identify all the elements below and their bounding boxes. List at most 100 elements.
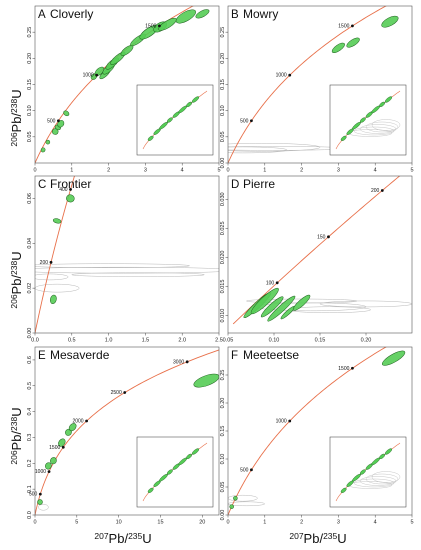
x-tick-label: 1.5 — [142, 338, 150, 344]
inset-grey-ellipse — [371, 119, 401, 131]
concordia-age-label: 150 — [317, 234, 326, 240]
x-tick-label: 0.5 — [68, 338, 76, 344]
y-axis-label-middle: 206Pb/238U — [9, 251, 24, 308]
y-tick-label: 0.020 — [220, 251, 226, 265]
analysis-ellipse — [381, 350, 406, 366]
concordia-age-label: 500 — [29, 492, 38, 498]
grey-ellipse — [35, 266, 219, 274]
concordia-age-point — [351, 24, 354, 28]
y-axis-label-top: 206Pb/238U — [9, 89, 24, 146]
x-tick-label: 0.10 — [269, 338, 280, 344]
analysis-ellipse — [158, 17, 177, 31]
grey-ellipse — [228, 146, 346, 151]
x-tick-label: 15 — [157, 520, 163, 526]
inset-ellipse — [360, 469, 366, 475]
inset-frame — [136, 436, 214, 508]
x-tick-label: 4 — [181, 168, 184, 174]
grey-ellipse — [71, 272, 205, 277]
y-tick-label: 0.030 — [220, 192, 226, 206]
concordia-age-label: 500 — [47, 118, 56, 124]
inset-ellipse — [191, 96, 200, 103]
panel-title: Meeteetse — [243, 348, 299, 362]
panel-frame — [34, 346, 220, 516]
concordia-age-point — [57, 119, 60, 123]
inset-ellipse — [384, 96, 393, 103]
x-axis-label-left: 207Pb/235U — [94, 531, 151, 546]
concordia-age-label: 3000 — [173, 359, 184, 365]
analysis-ellipse — [52, 218, 62, 224]
concordia-age-label: 500 — [240, 467, 249, 473]
inset-ellipse — [186, 453, 192, 459]
analysis-ellipse — [229, 504, 234, 509]
inset-ellipse — [167, 469, 173, 475]
inset-ellipse — [147, 487, 154, 493]
panel-letter: B — [231, 9, 239, 21]
concordia-age-point — [47, 470, 51, 474]
y-tick-label: 0.02 — [27, 283, 33, 294]
x-tick-label: 2.0 — [178, 338, 186, 344]
panel-title: Mowry — [243, 7, 278, 21]
concordia-age-point — [69, 188, 72, 191]
x-tick-label: 0 — [226, 520, 229, 526]
y-axis-label-bottom: 206Pb/238U — [9, 407, 24, 464]
y-tick-label: 0.10 — [220, 454, 226, 465]
concordia-age-label: 2000 — [72, 418, 83, 424]
concordia-age-point — [288, 73, 292, 77]
panel-letter: E — [38, 350, 46, 362]
concordia-age-point — [185, 360, 189, 364]
analysis-ellipse — [175, 9, 196, 24]
concordia-age-point — [380, 189, 384, 192]
y-tick-label: 0.6 — [27, 356, 33, 364]
analysis-ellipse — [250, 287, 279, 315]
x-tick-label: 0.15 — [315, 338, 326, 344]
analysis-ellipse — [37, 499, 43, 505]
concordia-age-point — [250, 119, 253, 123]
concordia-age-point — [95, 73, 99, 77]
inset-ellipse — [379, 453, 385, 459]
x-tick-label: 5 — [410, 168, 413, 174]
panel-letter: D — [231, 179, 239, 191]
inset — [329, 84, 407, 156]
inset — [136, 84, 214, 156]
grey-ellipse — [35, 273, 69, 281]
panel-title: Frontier — [50, 177, 91, 191]
panel-e: 500 1000 1500 2000 2500 3000 0 5 10 15 20 0.0 0.1 0.2… — [27, 346, 220, 526]
concordia-curve — [35, 176, 75, 333]
x-tick-label: 2 — [107, 168, 110, 174]
analysis-ellipse — [193, 373, 219, 388]
panel-letter: C — [38, 179, 46, 191]
y-tick-label: 0.05 — [220, 131, 226, 142]
x-tick-label: 1 — [263, 520, 266, 526]
x-tick-label: 2 — [300, 520, 303, 526]
x-tick-label: 5 — [217, 168, 220, 174]
inset — [329, 436, 407, 508]
concordia-age-label: 1000 — [276, 419, 287, 425]
inset-frame — [329, 84, 407, 156]
x-tick-label: 5 — [410, 520, 413, 526]
concordia-curve — [228, 6, 387, 163]
x-tick-label: 1 — [70, 168, 73, 174]
x-tick-label: 0 — [226, 168, 229, 174]
y-tick-label: 0.1 — [27, 485, 33, 493]
concordia-age-point — [351, 366, 354, 370]
x-tick-label: 3 — [337, 520, 340, 526]
x-tick-label: 3 — [337, 168, 340, 174]
x-tick-label: 2 — [300, 168, 303, 174]
y-tick-label: 0.10 — [27, 105, 33, 116]
y-tick-label: 0.4 — [27, 408, 33, 416]
inset-ellipse — [360, 117, 366, 123]
inset-plot-area — [142, 442, 208, 502]
concordia-age-label: 100 — [266, 280, 275, 286]
y-tick-label: 0.00 — [220, 510, 226, 521]
panel-f: 500 1000 1500 0 1 2 3 4 5 0.00 0.05 0.10 0.15 0.20 0.2… — [220, 346, 414, 526]
analysis-ellipse — [68, 423, 77, 432]
inset-frame — [136, 84, 214, 156]
concordia-age-label: 200 — [371, 188, 380, 194]
analysis-ellipse — [63, 110, 70, 117]
x-tick-label: 5 — [75, 520, 78, 526]
y-tick-label: 0.25 — [220, 370, 226, 381]
inset-ellipse — [379, 101, 385, 107]
